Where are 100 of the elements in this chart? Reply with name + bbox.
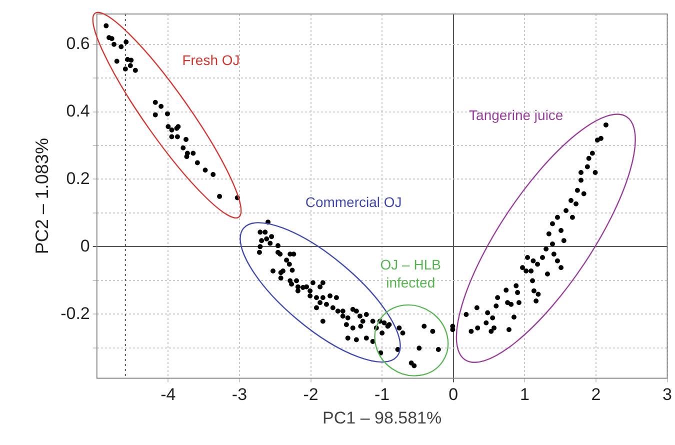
point [515,290,520,296]
point [484,320,489,326]
point [190,150,196,156]
y-tick-label: -0.2 [60,304,90,323]
point [202,168,208,173]
point [169,128,174,133]
point [554,214,560,220]
point [430,328,436,334]
point [109,36,114,42]
point [574,201,579,206]
point [603,122,608,128]
point [475,325,480,330]
point [594,138,600,143]
x-tick-label: -4 [160,385,176,404]
point [485,310,490,316]
point [132,68,138,73]
annotation: Fresh OJ [182,52,240,68]
point [578,178,584,183]
point [536,292,541,297]
point [561,238,566,244]
point [104,23,109,28]
x-tick-label: 3 [662,385,672,404]
x-tick-label: -3 [232,385,248,404]
point [520,265,526,270]
point [184,136,189,142]
point [551,252,556,257]
point [514,283,519,288]
point [535,262,540,267]
x-tick-label: 0 [448,385,458,404]
point [408,360,414,366]
point [217,194,222,199]
point [592,170,598,175]
point [152,112,158,118]
point [194,160,200,166]
point [568,198,574,203]
point [490,315,496,320]
point [530,258,536,264]
point [550,241,555,246]
point [584,164,590,170]
point [422,324,427,329]
point [564,208,569,214]
point [581,191,586,196]
point [112,42,117,47]
point [412,363,417,368]
point [464,312,469,317]
point [524,268,529,274]
point [118,44,124,50]
y-tick-label: 0.2 [66,168,90,188]
point [396,325,402,330]
y-axis-title: PC2 – 1.083% [32,138,52,254]
y-tick-label: 0 [80,236,90,256]
point [180,145,186,150]
point [184,154,190,160]
point [474,305,480,310]
point [525,254,530,260]
point [505,300,510,306]
point [530,278,536,284]
point [586,156,592,161]
point [570,214,575,220]
point [544,272,550,276]
point [546,231,552,236]
point [488,328,494,334]
point [128,58,134,63]
point [395,347,400,352]
x-tick-label: -1 [374,385,390,404]
point [210,172,216,178]
point [550,221,555,226]
point [558,228,564,233]
point [504,288,509,293]
point [578,170,584,175]
point [511,314,516,320]
point [416,346,422,351]
point [554,258,560,264]
point [174,134,180,140]
point [436,347,441,352]
point [122,66,128,72]
point [450,327,456,332]
point [164,111,170,116]
point [124,39,129,44]
point [574,188,580,193]
point [531,288,536,294]
point [166,124,171,130]
point [495,295,500,300]
point [128,63,133,68]
x-tick-label: -2 [303,385,318,404]
point [528,268,534,274]
point [508,302,514,307]
annotation: Tangerine juice [469,106,564,123]
point [400,330,406,336]
annotation: Commercial OJ [305,194,402,210]
point [152,100,158,105]
point [558,265,564,270]
point [169,134,174,140]
point [534,298,539,304]
point [506,327,512,332]
x-axis-title: PC1 – 98.581% [322,408,442,428]
x-tick-label: 1 [520,385,530,404]
x-tick-label: 2 [591,385,601,404]
point [114,58,120,64]
y-tick-label: 0.4 [66,101,90,120]
